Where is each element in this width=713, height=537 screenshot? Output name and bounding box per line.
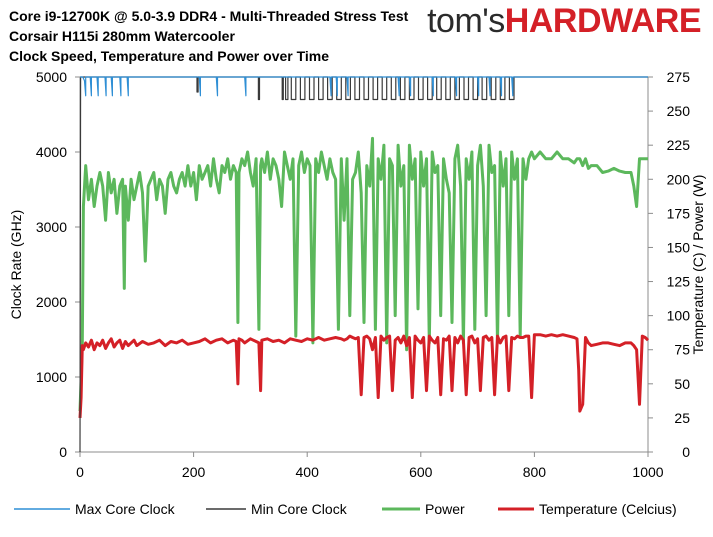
y-right-tick-label: 0 [682,444,690,460]
y-left-axis-title: Clock Rate (GHz) [8,210,24,320]
y-left-tick-label: 1000 [36,369,67,385]
y-right-tick-label: 100 [667,308,691,324]
chart-title-line-1: Core i9-12700K @ 5.0-3.9 DDR4 - Multi-Th… [9,8,409,24]
x-tick-label: 600 [409,464,433,480]
y-right-tick-label: 150 [667,239,691,255]
x-tick-label: 200 [182,464,206,480]
y-right-tick-label: 225 [667,137,691,153]
chart-title-block: Core i9-12700K @ 5.0-3.9 DDR4 - Multi-Th… [9,6,408,66]
y-right-tick-label: 250 [667,103,691,119]
x-tick-label: 800 [523,464,547,480]
y-right-tick-label: 125 [667,274,691,290]
y-left-tick-label: 5000 [36,69,67,85]
y-right-tick-label: 200 [667,171,691,187]
x-tick-label: 1000 [632,464,663,480]
series-line-max-core-clock [80,76,648,97]
chart-axes: 0 200 400 600 800 1000 0 1000 2000 3000 4000 5000 0 2… [8,69,706,480]
logo-part-toms: tom's [427,2,505,40]
logo-part-hardware: HARDWARE [504,2,702,40]
y-left-tick-label: 3000 [36,219,67,235]
chart-title-line-2: Corsair H115i 280mm Watercooler [9,28,235,44]
legend-label-max-core-clock: Max Core Clock [75,501,176,517]
chart-title-line-3: Clock Speed, Temperature and Power over … [9,48,330,64]
x-tick-label: 0 [76,464,84,480]
y-left-tick-label: 0 [59,444,67,460]
series-line-temperature-celcius [78,333,650,418]
y-right-axis-title: Temperature (C) / Power (W) [690,175,706,355]
y-right-tick-label: 25 [674,410,690,426]
y-right-tick-label: 75 [674,342,690,358]
legend-label-power: Power [425,501,465,517]
toms-hardware-logo: tom'sHARDWARE [427,2,701,41]
y-left-tick-label: 2000 [36,294,67,310]
x-tick-label: 400 [296,464,320,480]
y-right-tick-label: 50 [674,376,690,392]
chart-legend: Max Core Clock Min Core Clock Power Tempera… [14,501,677,517]
legend-label-temperature-celcius: Temperature (Celcius) [539,501,677,517]
y-right-tick-label: 275 [667,69,691,85]
legend-label-min-core-clock: Min Core Clock [251,501,348,517]
series-line-power [78,136,648,412]
y-right-tick-label: 175 [667,205,691,221]
chart-series-layer [78,76,650,453]
y-left-tick-label: 4000 [36,144,67,160]
